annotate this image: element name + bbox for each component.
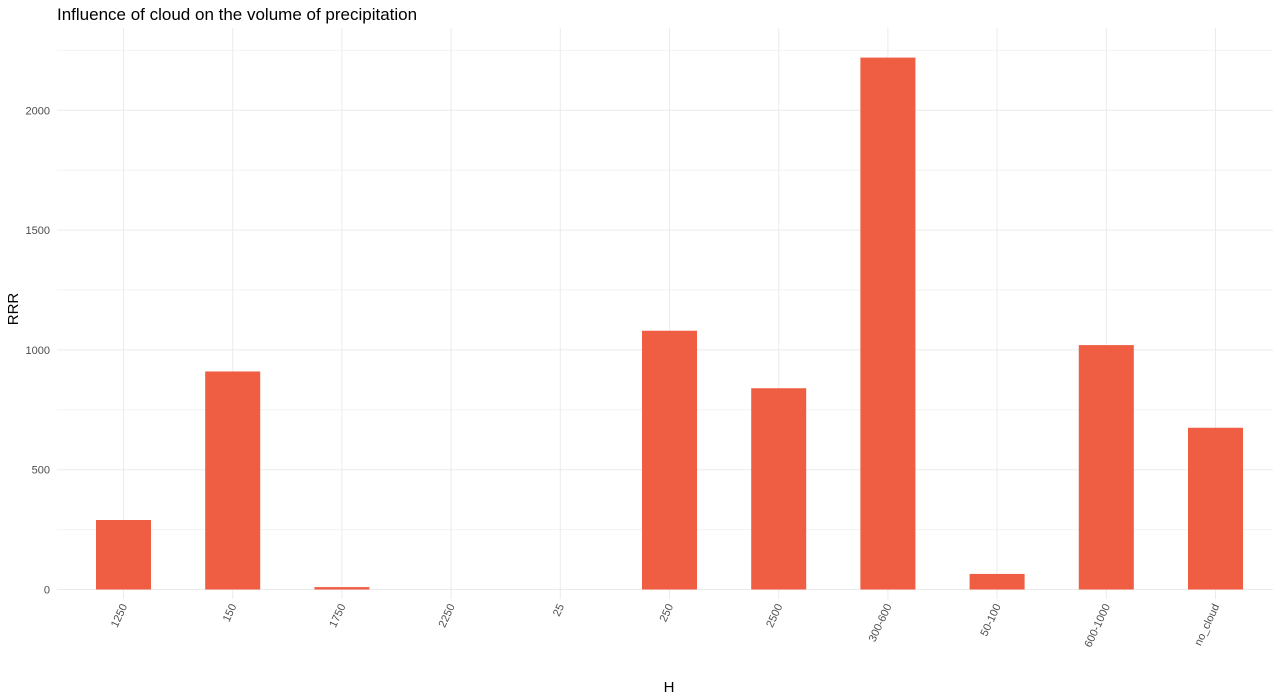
x-tick-label: 50-100 [978,602,1003,638]
x-tick-label: 250 [658,602,677,624]
bar-1750 [314,587,370,590]
x-tick-label: 300-600 [867,602,895,644]
x-tick-label: 600-1000 [1082,602,1113,649]
bar-600-1000 [1078,345,1134,590]
bar-250 [642,330,697,590]
y-axis-title: RRR [5,293,22,326]
bar-150 [205,371,261,590]
bar-1250 [96,520,151,590]
x-tick-label: 2500 [764,602,785,629]
bars [96,57,1243,590]
y-tick-label: 2000 [26,105,50,117]
x-axis-title: H [664,679,675,696]
x-tick-label: no_cloud [1192,602,1222,648]
chart-title: Influence of cloud on the volume of prec… [57,5,417,24]
x-tick-label: 1250 [109,602,130,629]
y-tick-label: 1000 [26,345,50,357]
y-tick-label: 500 [32,465,50,477]
x-tick-label: 25 [551,602,567,618]
x-axis-ticks: 1250 150 1750 2250 25 250 2500 300-600 50-100 600… [109,602,1222,649]
y-axis-ticks: 0 500 1000 1500 2000 [26,105,50,596]
bar-50-100 [969,573,1025,590]
bar-no_cloud [1188,427,1243,590]
y-tick-label: 0 [44,585,50,597]
bar-2500 [751,388,807,590]
bar-300-600 [860,57,916,590]
x-tick-label: 150 [221,602,240,624]
x-tick-label: 2250 [437,602,458,629]
x-tick-label: 1750 [327,602,348,629]
y-tick-label: 1500 [26,225,50,237]
